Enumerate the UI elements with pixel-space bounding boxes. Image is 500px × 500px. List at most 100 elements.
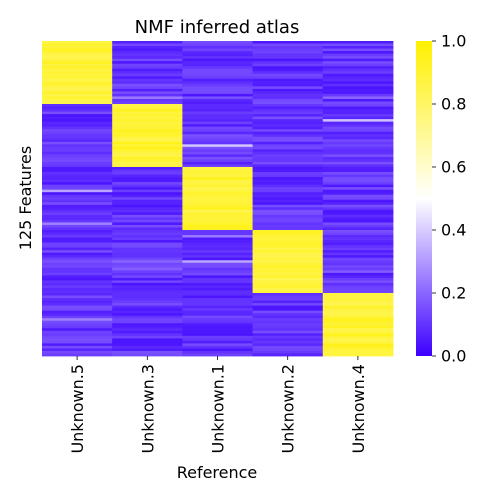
heatmap-cell xyxy=(182,222,253,226)
heatmap-cell xyxy=(42,287,113,291)
heatmap-cell xyxy=(112,101,183,105)
heatmap-cell xyxy=(182,247,253,251)
heatmap-cell xyxy=(112,308,183,312)
heatmap-cell xyxy=(322,167,394,170)
heatmap-cell xyxy=(42,51,113,54)
heatmap-cell xyxy=(252,111,324,115)
y-axis-label: 125 Features xyxy=(16,146,35,250)
heatmap-cell xyxy=(112,53,183,57)
heatmap-cell xyxy=(182,144,253,148)
heatmap-cell xyxy=(42,262,113,266)
heatmap-cell xyxy=(322,255,394,259)
heatmap-cell xyxy=(322,141,394,145)
heatmap-cell xyxy=(42,323,113,327)
heatmap-cell xyxy=(252,323,324,327)
heatmap-cell xyxy=(42,76,113,80)
heatmap-cells xyxy=(42,41,394,357)
heatmap-cell xyxy=(42,129,113,133)
heatmap-cell xyxy=(182,58,253,62)
heatmap-cell xyxy=(42,250,113,254)
heatmap-cell xyxy=(182,63,253,67)
heatmap-cell xyxy=(322,61,394,65)
heatmap-cell xyxy=(252,257,324,261)
heatmap-cell xyxy=(112,303,183,306)
heatmap-cell xyxy=(252,277,324,281)
colorbar-tick-label: 0.0 xyxy=(441,347,466,366)
heatmap-cell xyxy=(112,230,183,233)
heatmap-cell xyxy=(112,43,183,47)
heatmap-cell xyxy=(322,262,394,266)
heatmap-cell xyxy=(112,88,183,92)
heatmap-cell xyxy=(42,204,113,208)
heatmap-cell xyxy=(112,265,183,269)
heatmap-cell xyxy=(112,245,183,249)
heatmap-cell xyxy=(252,353,324,357)
heatmap-cell xyxy=(112,282,183,286)
heatmap-cell xyxy=(182,207,253,211)
heatmap-cell xyxy=(182,51,253,54)
heatmap-cell xyxy=(322,161,394,165)
heatmap-cell xyxy=(322,295,394,299)
heatmap-cell xyxy=(42,247,113,251)
heatmap-cell xyxy=(182,300,253,304)
heatmap-cell xyxy=(182,340,253,344)
heatmap-cell xyxy=(182,187,253,191)
heatmap-cell xyxy=(322,129,394,133)
heatmap-cell xyxy=(252,164,324,168)
heatmap-cell xyxy=(182,83,253,87)
heatmap-cell xyxy=(322,300,394,304)
heatmap-cell xyxy=(322,235,394,238)
colorbar-tick-label: 1.0 xyxy=(441,32,466,51)
heatmap-cell xyxy=(42,109,113,112)
x-tick-label: Unknown.2 xyxy=(279,364,298,454)
heatmap-cell xyxy=(182,265,253,269)
heatmap-cell xyxy=(42,48,113,52)
heatmap-cell xyxy=(252,109,324,112)
heatmap-cell xyxy=(112,81,183,85)
heatmap-cell xyxy=(252,255,324,259)
heatmap-cell xyxy=(252,330,324,334)
heatmap-cell xyxy=(252,169,324,173)
heatmap-cell xyxy=(42,192,113,196)
heatmap-cell xyxy=(252,61,324,65)
heatmap-cell xyxy=(182,320,253,324)
heatmap-cell xyxy=(112,129,183,133)
heatmap-cell xyxy=(42,252,113,256)
heatmap-cell xyxy=(182,156,253,160)
heatmap-cell xyxy=(182,285,253,289)
heatmap-cell xyxy=(182,348,253,352)
heatmap-cell xyxy=(322,232,394,236)
heatmap-cell xyxy=(322,109,394,112)
heatmap-cell xyxy=(252,91,324,95)
heatmap-cell xyxy=(112,109,183,112)
heatmap-cell xyxy=(182,139,253,143)
heatmap-cell xyxy=(112,116,183,120)
colorbar-tick-label: 0.6 xyxy=(441,158,466,177)
colorbar-tick-label: 0.2 xyxy=(441,284,466,303)
heatmap-cell xyxy=(322,257,394,261)
heatmap-cell xyxy=(252,209,324,213)
heatmap-cell xyxy=(182,308,253,312)
heatmap-cell xyxy=(42,270,113,274)
heatmap-cell xyxy=(322,111,394,115)
heatmap-cell xyxy=(182,328,253,332)
heatmap-cell xyxy=(252,114,324,117)
heatmap-cell xyxy=(42,182,113,186)
heatmap-cell xyxy=(182,282,253,286)
heatmap-cell xyxy=(182,242,253,246)
heatmap-cell xyxy=(252,139,324,143)
heatmap-cell xyxy=(322,335,394,339)
heatmap-cell xyxy=(252,338,324,342)
heatmap-cell xyxy=(112,146,183,150)
heatmap-cell xyxy=(182,177,253,180)
heatmap-cell xyxy=(322,345,394,349)
heatmap-cell xyxy=(42,179,113,183)
heatmap-cell xyxy=(322,230,394,233)
heatmap-cell xyxy=(112,159,183,163)
heatmap-cell xyxy=(112,290,183,294)
heatmap-cell xyxy=(182,224,253,228)
heatmap-cell xyxy=(112,149,183,153)
heatmap-cell xyxy=(182,315,253,319)
heatmap-cell xyxy=(252,76,324,80)
heatmap-cell xyxy=(182,149,253,153)
